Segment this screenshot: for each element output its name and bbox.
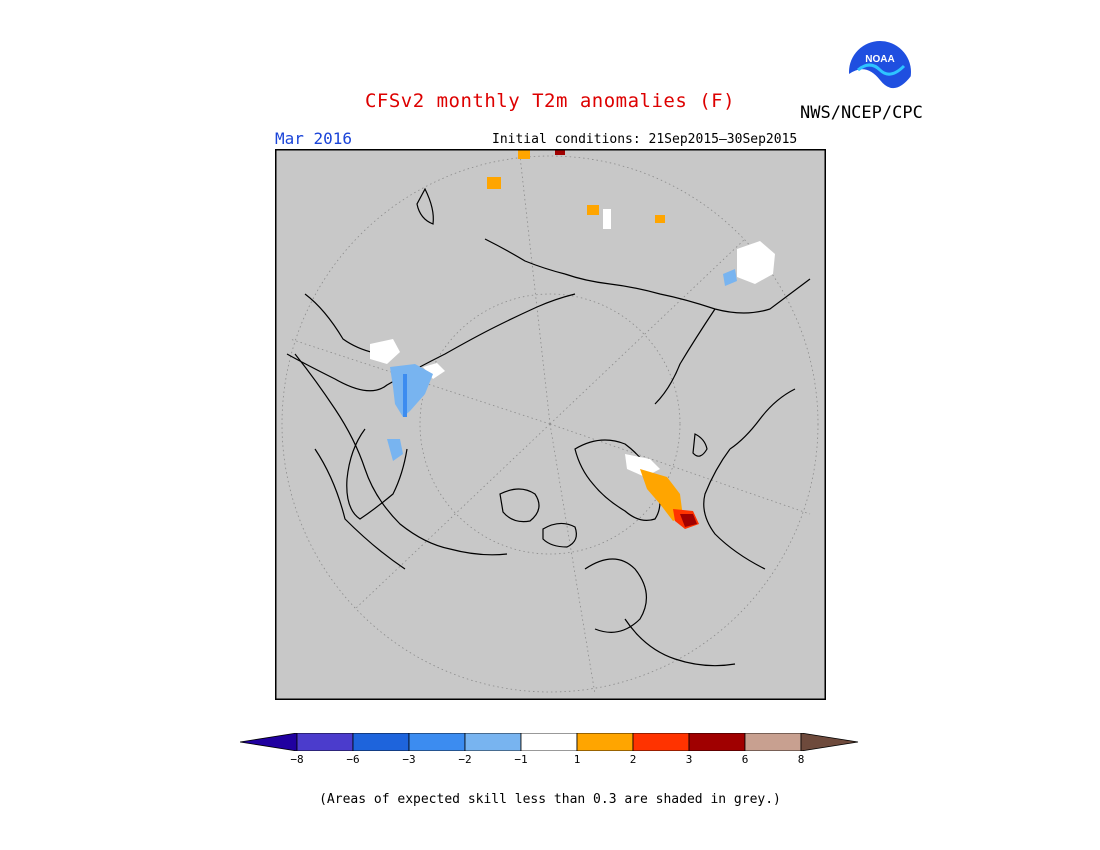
patch-orange-top4 xyxy=(655,215,665,223)
colorbar-tick-label: −6 xyxy=(346,753,360,766)
graticule xyxy=(281,155,819,695)
noaa-logo: NOAA xyxy=(848,41,911,104)
patch-white-top xyxy=(603,209,611,229)
colorbar-triangle-low xyxy=(240,733,298,751)
patch-white-hudson xyxy=(370,339,400,364)
coastlines xyxy=(286,187,811,667)
polar-map xyxy=(275,149,826,700)
patch-orange-top1 xyxy=(518,149,530,159)
patch-orange-kaz xyxy=(640,469,683,521)
map-frame xyxy=(275,149,826,700)
patch-darkred-top1 xyxy=(555,149,565,155)
patch-blue-hudson xyxy=(390,364,433,417)
patch-blue-labrador xyxy=(387,439,403,461)
colorbar-swatch xyxy=(520,733,578,751)
anomaly-patches xyxy=(370,149,775,529)
patch-white-nwam xyxy=(737,241,775,284)
skill-footnote: (Areas of expected skill less than 0.3 a… xyxy=(319,792,781,807)
colorbar-swatch xyxy=(408,733,466,751)
agency-label: NWS/NCEP/CPC xyxy=(800,103,923,123)
colorbar-swatch xyxy=(576,733,634,751)
colorbar-swatch xyxy=(688,733,746,751)
colorbar-tick-label: 2 xyxy=(629,753,637,766)
colorbar-tick-label: −8 xyxy=(290,753,304,766)
colorbar-tick-label: −1 xyxy=(514,753,528,766)
patch-white-kaz xyxy=(625,454,660,477)
colorbar-tick-label: 8 xyxy=(797,753,805,766)
colorbar-swatch xyxy=(744,733,802,751)
patch-blue-hudson2 xyxy=(403,374,407,417)
initial-conditions: Initial conditions: 21Sep2015–30Sep2015 xyxy=(492,132,798,147)
patch-blue-nwam xyxy=(723,269,737,286)
colorbar-tick-label: 6 xyxy=(741,753,749,766)
colorbar-tick-label: −2 xyxy=(458,753,472,766)
colorbar xyxy=(240,733,859,751)
colorbar-swatch xyxy=(352,733,410,751)
colorbar-tick-label: −3 xyxy=(402,753,416,766)
map-title: CFSv2 monthly T2m anomalies (F) xyxy=(364,90,736,112)
colorbar-swatch xyxy=(632,733,690,751)
colorbar-swatch xyxy=(464,733,522,751)
forecast-month: Mar 2016 xyxy=(275,129,353,148)
patch-white-hudson2 xyxy=(423,363,445,379)
patch-orange-top3 xyxy=(587,205,599,215)
colorbar-tick-label: 3 xyxy=(685,753,693,766)
logo-text: NOAA xyxy=(865,54,894,65)
patch-orange-top2 xyxy=(487,177,501,189)
patch-darkred-kaz xyxy=(680,514,697,527)
colorbar-tick-label: 1 xyxy=(573,753,581,766)
colorbar-triangle-high xyxy=(800,733,859,751)
colorbar-swatch xyxy=(296,733,354,751)
